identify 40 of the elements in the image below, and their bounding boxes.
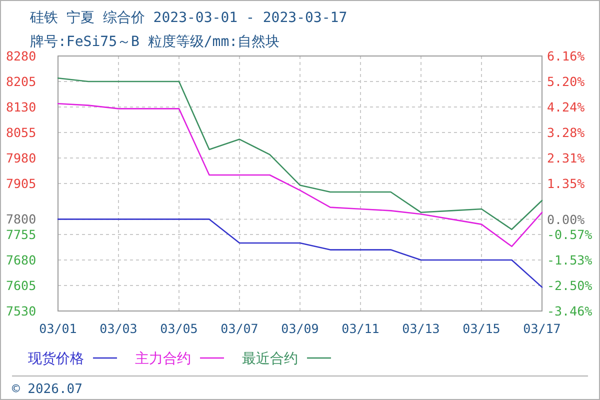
text: © 2026.07 xyxy=(12,382,82,397)
y2-tick-label: 5.20% xyxy=(547,74,586,89)
y-tick-label: 7605 xyxy=(6,278,36,293)
y2-tick-label: 6.16% xyxy=(547,48,586,64)
y-tick-label: 7530 xyxy=(6,304,36,318)
chart-title: 硅铁 宁夏 综合价 2023-03-01 - 2023-03-17 xyxy=(29,10,348,26)
y2-tick-label: -3.46% xyxy=(547,304,593,318)
y-tick-label: 8205 xyxy=(6,74,36,89)
y-tick-label: 8280 xyxy=(6,48,36,64)
x-tick-label: 03/09 xyxy=(281,321,319,336)
y2-tick-label: 0.00% xyxy=(547,212,586,227)
y2-tick-label: 4.24% xyxy=(547,99,586,114)
line-series xyxy=(57,77,543,230)
y-tick-label: 7755 xyxy=(6,227,36,242)
y-tick-label: 8130 xyxy=(6,100,36,114)
y-tick-label: 7680 xyxy=(6,252,36,268)
legend-label: 最近合约 xyxy=(242,351,298,367)
y-tick-label: 8055 xyxy=(6,125,36,140)
x-tick-label: 03/07 xyxy=(220,321,258,336)
y2-tick-label: 3.28% xyxy=(547,124,586,140)
chart-subtitle: 牌号:FeSi75～B 粒度等级/mm:自然块 xyxy=(30,34,280,50)
x-tick-label: 03/01 xyxy=(39,321,77,336)
x-tick-label: 03/11 xyxy=(342,321,380,336)
line-series xyxy=(57,102,543,248)
y-tick-label: 7980 xyxy=(6,150,36,166)
line-series xyxy=(57,218,543,288)
x-tick-label: 03/05 xyxy=(160,321,198,336)
y2-tick-label: 2.31% xyxy=(547,150,586,166)
y2-tick-label: 1.35% xyxy=(547,176,586,191)
y2-tick-label: -0.57% xyxy=(547,226,593,242)
x-tick-label: 03/03 xyxy=(100,321,138,336)
y2-tick-label: -1.53% xyxy=(547,252,593,268)
legend-label: 现货价格 xyxy=(28,351,84,367)
legend-label: 主力合约 xyxy=(135,351,191,367)
x-tick-label: 03/15 xyxy=(462,321,500,336)
y2-tick-label: -2.50% xyxy=(547,278,593,294)
y-tick-label: 7905 xyxy=(6,176,36,191)
x-tick-label: 03/17 xyxy=(523,321,561,336)
x-tick-label: 03/13 xyxy=(402,321,440,336)
y-tick-label: 7800 xyxy=(6,212,36,227)
